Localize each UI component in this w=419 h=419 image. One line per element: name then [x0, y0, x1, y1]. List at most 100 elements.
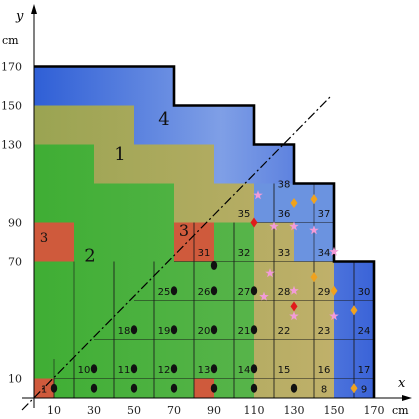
outline-layer — [34, 65, 376, 398]
cell-number: 17 — [358, 365, 371, 376]
cell-number: 15 — [278, 365, 291, 376]
region-3-small — [194, 378, 214, 398]
orange-diamond-marker — [350, 305, 358, 316]
x-tick-label: 50 — [127, 404, 141, 417]
markers-layer — [50, 190, 358, 394]
region-label-3: 3 — [179, 221, 189, 240]
cell-number: 12 — [158, 365, 171, 376]
cell-number: 14 — [238, 365, 251, 376]
cell-number: 34 — [318, 248, 331, 259]
grid-layer — [53, 183, 374, 398]
pink-star-marker — [289, 311, 299, 321]
cell-number: 9 — [361, 384, 367, 395]
cell-number: 22 — [278, 326, 291, 337]
cell-number: 23 — [318, 326, 331, 337]
black-dot-marker — [130, 364, 138, 374]
y-tick-label: 150 — [1, 100, 22, 113]
cell-number: 26 — [198, 287, 211, 298]
y-unit-label: cm — [2, 34, 19, 47]
pink-star-marker — [269, 221, 279, 231]
black-dot-marker — [130, 325, 138, 335]
axes-layer: 10 30 50 70 90 110 130 150 170107090130150170xyc… — [1, 4, 412, 417]
black-dot-marker — [210, 364, 218, 374]
cell-number: 11 — [118, 365, 131, 376]
orange-diamond-marker — [290, 198, 298, 208]
x-tick-label: 70 — [167, 404, 181, 417]
pink-star-marker — [259, 291, 269, 301]
x-unit-label: cm — [392, 404, 409, 417]
cell-number: 32 — [238, 248, 251, 259]
black-dot-marker — [210, 260, 218, 270]
region-label-4: 4 — [158, 109, 169, 130]
region-label-3: 3 — [40, 231, 48, 246]
pink-star-marker — [289, 285, 299, 295]
y-axis-label: y — [15, 9, 24, 24]
black-dot-marker — [210, 383, 218, 393]
cell-number: 36 — [278, 209, 291, 220]
black-dot-marker — [170, 325, 178, 335]
x-tick-label: 150 — [324, 404, 345, 417]
cell-number: 1 — [41, 384, 47, 395]
black-dot-marker — [210, 325, 218, 335]
black-dot-marker — [170, 364, 178, 374]
pink-star-marker — [253, 190, 263, 200]
cell-number: 25 — [158, 287, 171, 298]
red-diamond-marker — [290, 301, 298, 312]
x-axis-arrow — [402, 395, 412, 401]
cell-number: 21 — [238, 326, 251, 337]
x-tick-label: 170 — [364, 404, 385, 417]
cell-number: 19 — [158, 326, 171, 337]
red-diamond-marker — [250, 217, 258, 228]
black-dot-marker — [170, 286, 178, 296]
black-dot-marker — [90, 383, 98, 393]
region-2 — [34, 144, 254, 398]
cell-number: 27 — [238, 287, 251, 298]
cell-number: 37 — [318, 209, 331, 220]
black-dot-marker — [170, 383, 178, 393]
x-tick-label: 130 — [284, 404, 305, 417]
cell-number: 20 — [198, 326, 211, 337]
cell-number: 8 — [321, 384, 327, 395]
cell-number: 38 — [278, 180, 291, 191]
cell-number: 28 — [278, 287, 291, 298]
orange-diamond-marker — [350, 383, 358, 394]
black-dot-marker — [250, 364, 258, 374]
regions-layer — [34, 66, 374, 398]
orange-diamond-marker — [310, 272, 318, 283]
cell-number: 29 — [318, 287, 331, 298]
pink-star-marker — [329, 311, 339, 321]
orange-diamond-marker — [310, 194, 318, 205]
x-tick-label: 110 — [244, 404, 265, 417]
cell-number: 18 — [118, 326, 131, 337]
black-dot-marker — [130, 383, 138, 393]
cell-number: 24 — [358, 326, 371, 337]
x-tick-label: 90 — [207, 404, 221, 417]
pink-star-marker — [329, 246, 339, 256]
cell-number: 16 — [318, 365, 331, 376]
y-tick-label: 170 — [1, 61, 22, 74]
black-dot-marker — [50, 383, 58, 393]
cell-number: 35 — [238, 209, 251, 220]
x-axis-label: x — [398, 376, 406, 391]
x-tick-label: 30 — [87, 404, 101, 417]
pink-star-marker — [309, 225, 319, 235]
region-3-left — [34, 222, 74, 262]
black-dot-marker — [250, 325, 258, 335]
y-tick-label: 10 — [8, 373, 22, 386]
outer-boundary — [34, 65, 376, 398]
region-label-1: 1 — [114, 144, 125, 165]
black-dot-marker — [250, 286, 258, 296]
y-axis-arrow — [31, 4, 37, 14]
black-dot-marker — [90, 364, 98, 374]
pink-star-marker — [265, 268, 275, 278]
cell-number: 13 — [198, 365, 211, 376]
black-dot-marker — [210, 286, 218, 296]
orange-diamond-marker — [330, 285, 338, 296]
region-label-2: 2 — [84, 246, 95, 267]
diagonal-line — [21, 94, 333, 411]
y-tick-label: 70 — [8, 256, 22, 269]
cell-number: 33 — [278, 248, 291, 259]
black-dot-marker — [290, 383, 298, 393]
